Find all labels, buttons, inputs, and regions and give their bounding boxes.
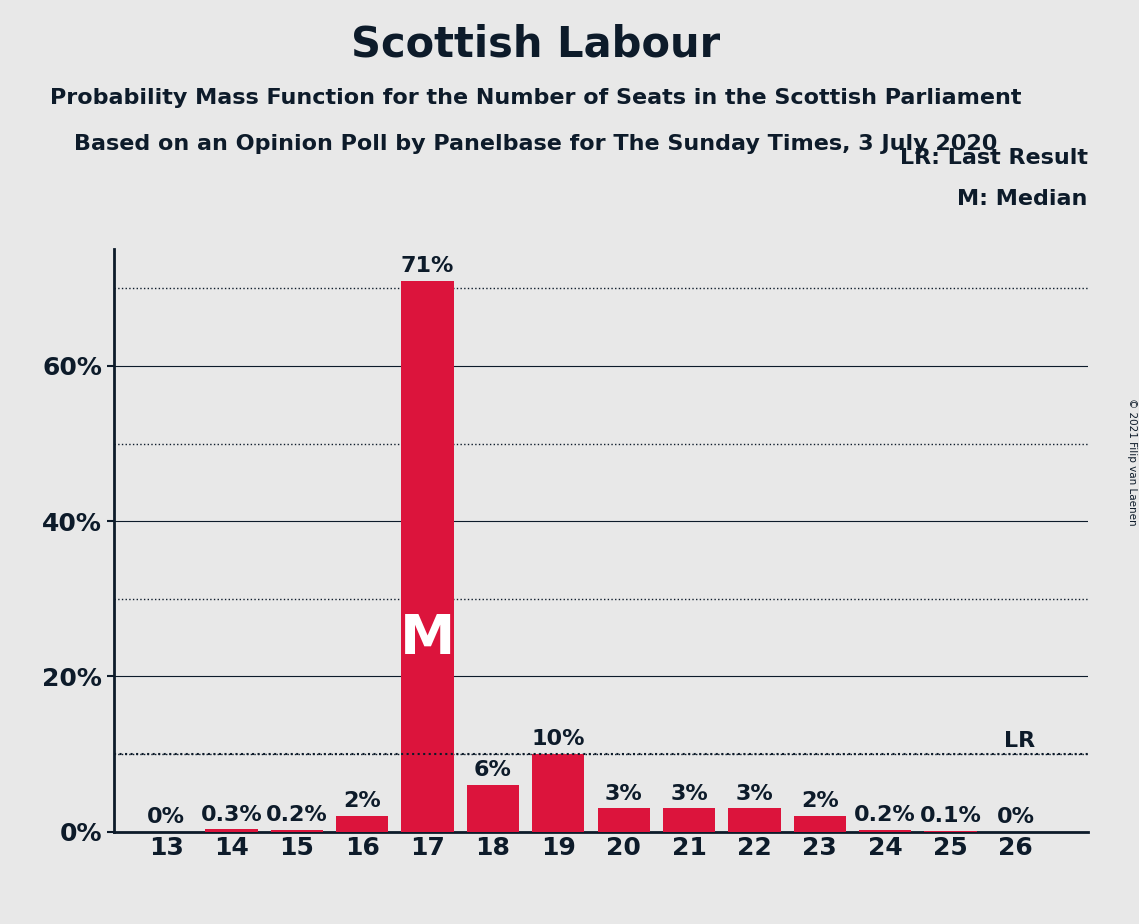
Text: 6%: 6%	[474, 760, 511, 781]
Text: M: M	[400, 612, 456, 665]
Text: 10%: 10%	[532, 729, 585, 749]
Bar	[794, 816, 846, 832]
Text: Scottish Labour: Scottish Labour	[351, 23, 720, 65]
Bar	[271, 830, 323, 832]
Bar	[336, 816, 388, 832]
Text: 0.1%: 0.1%	[919, 806, 982, 826]
Text: 3%: 3%	[670, 784, 708, 804]
Text: 2%: 2%	[343, 792, 382, 811]
Text: 0.3%: 0.3%	[200, 805, 262, 824]
Text: LR: Last Result: LR: Last Result	[900, 148, 1088, 168]
Bar	[728, 808, 780, 832]
Text: 0.2%: 0.2%	[267, 806, 328, 825]
Text: Probability Mass Function for the Number of Seats in the Scottish Parliament: Probability Mass Function for the Number…	[50, 88, 1021, 108]
Text: 3%: 3%	[605, 784, 642, 804]
Bar	[598, 808, 650, 832]
Text: M: Median: M: Median	[958, 188, 1088, 209]
Text: 0%: 0%	[997, 807, 1035, 827]
Bar	[663, 808, 715, 832]
Text: LR: LR	[1005, 731, 1035, 751]
Bar	[467, 785, 519, 832]
Text: Based on an Opinion Poll by Panelbase for The Sunday Times, 3 July 2020: Based on an Opinion Poll by Panelbase fo…	[74, 134, 997, 154]
Bar	[532, 754, 584, 832]
Text: © 2021 Filip van Laenen: © 2021 Filip van Laenen	[1126, 398, 1137, 526]
Text: 0%: 0%	[147, 807, 186, 827]
Bar	[205, 829, 257, 832]
Text: 3%: 3%	[736, 784, 773, 804]
Bar	[401, 281, 453, 832]
Bar	[859, 830, 911, 832]
Text: 0.2%: 0.2%	[854, 806, 916, 825]
Text: 71%: 71%	[401, 256, 454, 276]
Text: 2%: 2%	[801, 792, 838, 811]
